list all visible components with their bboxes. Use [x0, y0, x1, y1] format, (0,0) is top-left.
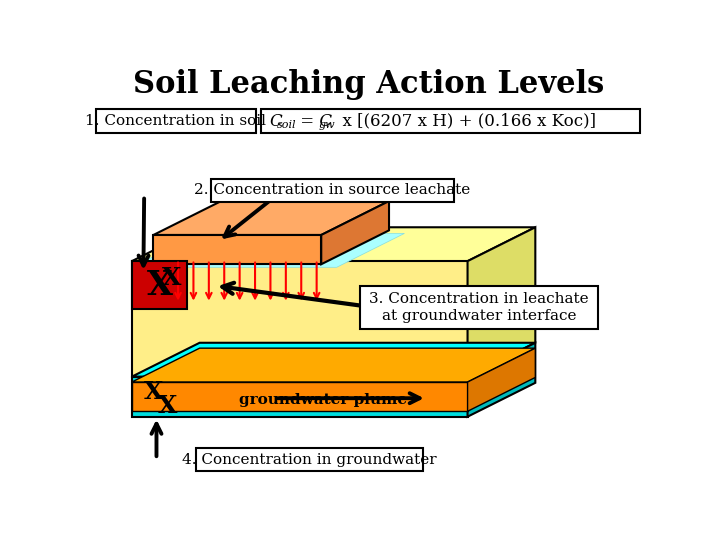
- Bar: [261, 109, 640, 133]
- Polygon shape: [153, 235, 321, 264]
- Text: at groundwater interface: at groundwater interface: [382, 309, 577, 323]
- Polygon shape: [132, 261, 467, 377]
- Text: 1. Concentration in soil: 1. Concentration in soil: [85, 114, 266, 128]
- Polygon shape: [132, 377, 467, 417]
- Text: Soil Leaching Action Levels: Soil Leaching Action Levels: [133, 69, 605, 100]
- Text: C: C: [269, 112, 282, 130]
- Polygon shape: [132, 348, 535, 382]
- Text: gw: gw: [318, 120, 335, 130]
- Bar: [211, 179, 454, 202]
- Text: x [(6207 x H) + (0.166 x Koc)]: x [(6207 x H) + (0.166 x Koc)]: [332, 112, 596, 130]
- Text: 2. Concentration in source leachate: 2. Concentration in source leachate: [194, 183, 471, 197]
- Polygon shape: [467, 227, 535, 377]
- Polygon shape: [132, 233, 405, 267]
- Text: X: X: [144, 380, 163, 404]
- Polygon shape: [467, 343, 535, 417]
- Text: 4. Concentration in groundwater: 4. Concentration in groundwater: [182, 453, 436, 467]
- Polygon shape: [321, 201, 389, 264]
- Polygon shape: [132, 382, 467, 411]
- Text: = C: = C: [295, 112, 332, 130]
- Bar: [132, 261, 187, 309]
- Text: soil: soil: [276, 120, 296, 130]
- Bar: [96, 109, 256, 133]
- Text: X: X: [158, 394, 177, 418]
- Text: X: X: [147, 268, 173, 301]
- Polygon shape: [132, 227, 535, 261]
- Bar: [360, 286, 598, 329]
- Polygon shape: [153, 201, 389, 235]
- Text: groundwater plume: groundwater plume: [239, 393, 407, 407]
- Polygon shape: [132, 343, 535, 377]
- Text: 3. Concentration in leachate: 3. Concentration in leachate: [369, 292, 589, 306]
- Text: X: X: [162, 266, 181, 290]
- Bar: [196, 448, 423, 471]
- Polygon shape: [467, 348, 535, 411]
